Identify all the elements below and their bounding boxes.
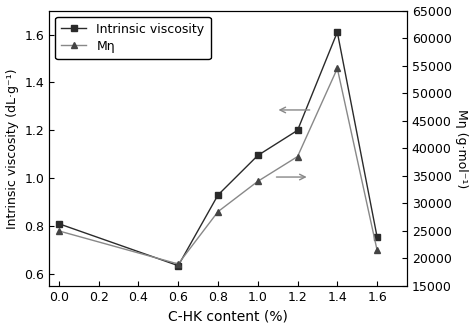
Intrinsic viscosity bbox=[215, 193, 221, 197]
Mη bbox=[255, 179, 261, 183]
Legend: Intrinsic viscosity, Mη: Intrinsic viscosity, Mη bbox=[55, 17, 211, 59]
Mη bbox=[215, 210, 221, 214]
Mη bbox=[56, 229, 62, 233]
Intrinsic viscosity bbox=[295, 128, 301, 132]
Mη bbox=[295, 155, 301, 159]
Line: Mη: Mη bbox=[55, 65, 381, 267]
Mη bbox=[175, 262, 181, 266]
Intrinsic viscosity bbox=[335, 30, 340, 34]
Intrinsic viscosity bbox=[175, 264, 181, 267]
Y-axis label: Mη (g·mol⁻¹): Mη (g·mol⁻¹) bbox=[456, 109, 468, 188]
Mη bbox=[374, 248, 380, 252]
Mη bbox=[335, 66, 340, 70]
Y-axis label: Intrinsic viscosity (dL·g⁻¹): Intrinsic viscosity (dL·g⁻¹) bbox=[6, 68, 18, 229]
Intrinsic viscosity bbox=[255, 154, 261, 158]
Intrinsic viscosity bbox=[374, 235, 380, 239]
Line: Intrinsic viscosity: Intrinsic viscosity bbox=[55, 29, 381, 269]
Intrinsic viscosity bbox=[56, 222, 62, 226]
X-axis label: C-HK content (%): C-HK content (%) bbox=[168, 310, 288, 323]
